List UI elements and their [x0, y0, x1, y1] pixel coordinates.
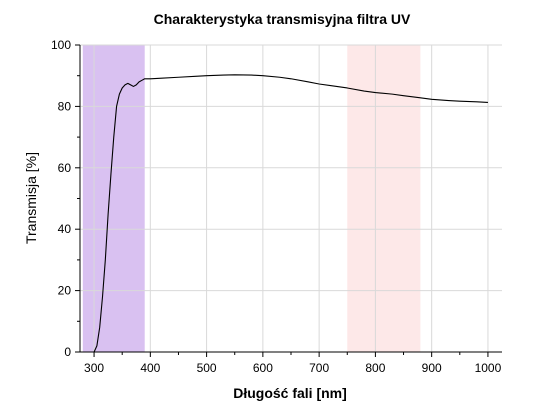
highlight-band-0: [82, 45, 145, 352]
x-tick-label-1: 400: [140, 361, 160, 375]
highlight-bands: [82, 45, 421, 352]
y-tick-label-4: 80: [58, 99, 72, 113]
y-tick-label-0: 0: [64, 345, 71, 359]
y-axis-label: Transmisja [%]: [23, 152, 39, 244]
axes: [75, 44, 502, 357]
x-tick-label-6: 900: [422, 361, 442, 375]
y-tick-label-2: 40: [58, 222, 72, 236]
x-tick-label-0: 300: [84, 361, 104, 375]
series-layer: [93, 74, 488, 353]
x-tick-label-4: 700: [309, 361, 329, 375]
highlight-band-1: [347, 45, 421, 352]
x-axis-label: Długość fali [nm]: [233, 385, 347, 401]
y-tick-label-5: 100: [51, 38, 71, 52]
grid: [80, 44, 502, 353]
x-tick-label-5: 800: [365, 361, 385, 375]
x-tick-label-7: 1000: [475, 361, 502, 375]
y-tick-label-3: 60: [58, 161, 72, 175]
x-tick-label-2: 500: [197, 361, 217, 375]
x-tick-label-3: 600: [253, 361, 273, 375]
series-line-0: [93, 74, 488, 353]
tick-labels: 300 400 500 600 700 800 900 1000 0 20 40 60 80 100: [51, 38, 502, 375]
chart-title: Charakterystyka transmisyjna filtra UV: [154, 11, 411, 27]
y-tick-label-1: 20: [58, 284, 72, 298]
